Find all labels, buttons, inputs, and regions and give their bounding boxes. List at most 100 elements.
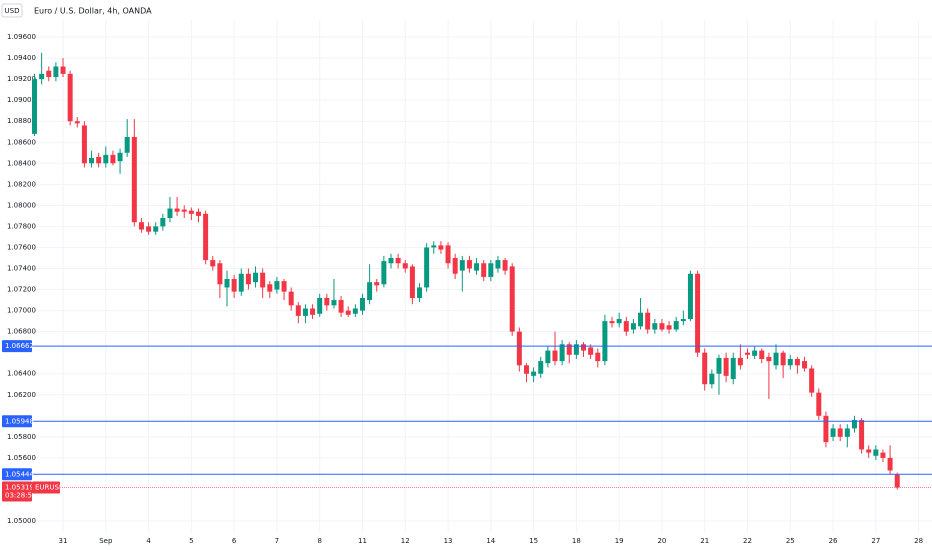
- y-tick-label: 1.08000: [7, 201, 36, 209]
- candle-body: [338, 300, 344, 313]
- candle-body: [60, 66, 66, 74]
- level-label: 1.06662: [5, 342, 34, 350]
- candle-body: [195, 211, 201, 216]
- candle-body: [802, 361, 808, 369]
- x-tick-label: 8: [317, 537, 321, 545]
- candle-body: [67, 73, 73, 122]
- x-tick-label: 25: [786, 537, 795, 545]
- y-tick-label: 1.06200: [7, 391, 36, 399]
- currency-button[interactable]: [1, 3, 23, 18]
- candle-body: [851, 420, 857, 429]
- candle-body: [730, 357, 736, 379]
- x-tick-label: 31: [59, 537, 68, 545]
- currency-label[interactable]: USD: [5, 7, 20, 15]
- candle-body: [466, 260, 472, 269]
- candle-body: [545, 350, 551, 364]
- candle-body: [687, 273, 693, 320]
- candle-body: [81, 125, 87, 164]
- level-label: 1.05444: [5, 470, 34, 478]
- x-tick-label: 7: [275, 537, 279, 545]
- candle-body: [495, 260, 501, 269]
- candle-body: [167, 208, 173, 219]
- candle-body: [873, 449, 879, 456]
- candle-body: [174, 208, 180, 212]
- level-tag: [2, 415, 32, 428]
- candle-body: [880, 452, 886, 458]
- candle-body: [488, 263, 494, 277]
- candle-body: [859, 420, 865, 450]
- candle-body: [531, 371, 537, 376]
- candle-body: [231, 279, 237, 292]
- x-tick-label: 28: [914, 537, 923, 545]
- x-tick-label: 26: [829, 537, 838, 545]
- candle-body: [481, 263, 487, 277]
- candle-body: [566, 344, 572, 355]
- y-tick-label: 1.08800: [7, 117, 36, 125]
- candle-body: [138, 222, 144, 230]
- candle-body: [117, 152, 123, 162]
- y-tick-label: 1.07200: [7, 286, 36, 294]
- candle-body: [203, 213, 209, 261]
- candle-body: [666, 325, 672, 330]
- candle-body: [267, 284, 273, 292]
- y-tick-label: 1.06400: [7, 370, 36, 378]
- grid: 1.09600 1.09400 1.09200 1.09000 1.08800 1.086…: [7, 20, 932, 545]
- candle-body: [431, 245, 437, 248]
- symbol-label: EURUSD: [35, 483, 64, 491]
- candle-body: [452, 257, 458, 274]
- candle-body: [131, 136, 137, 223]
- candle-body: [181, 209, 187, 212]
- last-price-label: 1.05319: [5, 483, 34, 491]
- candle-body: [274, 281, 280, 290]
- y-tick-label: 1.05000: [7, 517, 36, 525]
- x-tick-label: 5: [189, 537, 193, 545]
- candle-body: [866, 449, 872, 453]
- candle-body: [823, 415, 829, 443]
- candle-body: [103, 154, 109, 164]
- x-tick-label: Sep: [99, 537, 113, 545]
- candle-body: [53, 66, 59, 78]
- y-tick-label: 1.09000: [7, 96, 36, 104]
- y-tick-label: 1.07800: [7, 222, 36, 230]
- candle-body: [809, 368, 815, 393]
- y-tick-label: 1.09600: [7, 33, 36, 41]
- candle-body: [887, 457, 893, 471]
- candle-body: [680, 319, 686, 322]
- candle-body: [595, 352, 601, 362]
- candle-body: [331, 300, 337, 306]
- candle-body: [324, 297, 330, 306]
- x-tick-label: 18: [572, 537, 581, 545]
- candle-body: [317, 297, 323, 314]
- candle-body: [602, 321, 608, 362]
- candle-body: [752, 350, 758, 356]
- x-tick-label: 6: [232, 537, 237, 545]
- level-label: 1.05948: [5, 417, 34, 425]
- candle-body: [816, 392, 822, 416]
- y-tick-label: 1.08600: [7, 138, 36, 146]
- candle-body: [424, 247, 430, 288]
- candle-body: [673, 321, 679, 330]
- candle-body: [588, 347, 594, 355]
- candle-body: [445, 245, 451, 264]
- y-tick-label: 1.07600: [7, 243, 36, 251]
- candles: [32, 52, 900, 490]
- candle-body: [302, 308, 308, 316]
- candle-body: [253, 272, 259, 283]
- candle-body: [745, 352, 750, 355]
- candle-body: [723, 357, 729, 376]
- candle-body: [609, 321, 615, 324]
- candle-body: [516, 331, 522, 366]
- candle-body: [581, 344, 587, 351]
- candle-body: [502, 260, 508, 271]
- x-tick-label: 19: [615, 537, 624, 545]
- candle-body: [124, 136, 130, 153]
- y-tick-label: 1.08200: [7, 180, 36, 188]
- candle-body: [188, 210, 194, 214]
- candle-body: [388, 257, 394, 264]
- candle-body: [217, 263, 223, 285]
- candle-body: [787, 358, 793, 366]
- candle-body: [96, 156, 102, 164]
- candle-body: [417, 287, 423, 298]
- level-tag: [2, 468, 32, 481]
